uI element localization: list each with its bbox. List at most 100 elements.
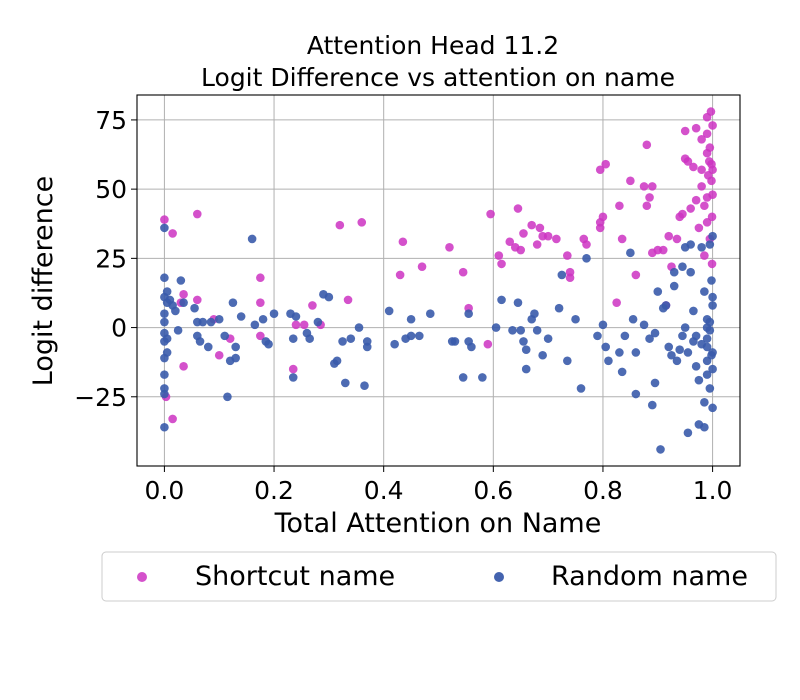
- point-random-name: [678, 262, 687, 271]
- y-axis-label: Logit difference: [28, 176, 59, 386]
- point-random-name: [160, 389, 169, 399]
- point-random-name: [162, 348, 172, 357]
- point-shortcut-name: [513, 204, 523, 213]
- point-random-name: [694, 375, 704, 385]
- x-axis-label: Total Attention on Name: [274, 508, 602, 539]
- point-random-name: [516, 326, 526, 335]
- point-random-name: [697, 242, 706, 252]
- point-random-name: [179, 298, 188, 307]
- point-random-name: [628, 314, 638, 324]
- point-shortcut-name: [565, 267, 575, 277]
- point-random-name: [360, 381, 369, 391]
- legend-marker-random: [494, 572, 504, 582]
- point-random-name: [700, 422, 709, 432]
- point-random-name: [228, 298, 238, 307]
- point-random-name: [705, 326, 715, 335]
- point-random-name: [631, 348, 641, 357]
- point-random-name: [264, 339, 273, 349]
- point-shortcut-name: [168, 229, 177, 238]
- point-shortcut-name: [395, 270, 405, 280]
- point-random-name: [702, 370, 712, 379]
- grid-lines: [137, 95, 740, 466]
- point-random-name: [450, 337, 460, 346]
- plot-frame: [136, 94, 741, 467]
- point-shortcut-name: [256, 298, 265, 307]
- point-shortcut-name: [700, 251, 709, 260]
- point-random-name: [198, 317, 208, 327]
- point-random-name: [678, 331, 687, 341]
- point-random-name: [650, 378, 660, 388]
- point-shortcut-name: [357, 218, 367, 227]
- point-shortcut-name: [689, 162, 698, 172]
- point-random-name: [705, 384, 715, 393]
- point-random-name: [700, 398, 709, 407]
- point-random-name: [683, 348, 693, 357]
- legend: Shortcut name Random name: [101, 551, 777, 602]
- point-random-name: [656, 445, 665, 454]
- point-shortcut-name: [308, 301, 317, 310]
- point-random-name: [467, 342, 476, 352]
- point-random-name: [661, 301, 671, 310]
- point-random-name: [675, 345, 684, 355]
- y-tick-label: −25: [74, 383, 127, 412]
- point-random-name: [645, 334, 654, 343]
- point-shortcut-name: [642, 140, 652, 150]
- legend-marker-shortcut: [137, 572, 147, 582]
- point-shortcut-name: [707, 259, 717, 269]
- point-random-name: [305, 334, 314, 343]
- point-shortcut-name: [707, 176, 716, 186]
- point-random-name: [384, 306, 394, 316]
- point-random-name: [686, 267, 695, 277]
- point-shortcut-name: [601, 159, 610, 169]
- point-random-name: [672, 356, 682, 366]
- point-random-name: [708, 231, 717, 241]
- point-random-name: [206, 317, 216, 327]
- point-shortcut-name: [532, 240, 542, 249]
- point-random-name: [220, 331, 230, 341]
- point-shortcut-name: [617, 234, 627, 244]
- y-tick-label: 75: [95, 106, 127, 135]
- point-random-name: [258, 314, 268, 324]
- point-shortcut-name: [168, 414, 177, 424]
- point-shortcut-name: [519, 229, 528, 238]
- point-random-name: [491, 323, 501, 332]
- point-random-name: [571, 314, 580, 324]
- point-shortcut-name: [708, 190, 717, 199]
- point-shortcut-name: [702, 218, 712, 227]
- point-random-name: [582, 254, 591, 263]
- point-shortcut-name: [645, 193, 654, 202]
- point-random-name: [354, 323, 364, 332]
- point-random-name: [173, 326, 183, 335]
- point-shortcut-name: [527, 220, 536, 230]
- point-random-name: [160, 370, 169, 379]
- point-random-name: [669, 281, 679, 291]
- point-random-name: [702, 342, 712, 352]
- legend-frame: [101, 551, 777, 602]
- point-shortcut-name: [615, 201, 624, 211]
- point-random-name: [176, 276, 186, 285]
- point-random-name: [160, 422, 169, 432]
- point-shortcut-name: [291, 320, 301, 330]
- point-shortcut-name: [697, 182, 706, 191]
- point-shortcut-name: [702, 129, 712, 139]
- point-shortcut-name: [256, 273, 265, 283]
- point-shortcut-name: [288, 364, 298, 374]
- point-random-name: [521, 364, 531, 374]
- point-shortcut-name: [697, 165, 706, 175]
- point-random-name: [160, 317, 169, 327]
- point-random-name: [631, 389, 641, 399]
- point-random-name: [554, 303, 564, 313]
- point-random-name: [171, 306, 180, 316]
- point-shortcut-name: [417, 262, 427, 271]
- point-random-name: [708, 403, 717, 413]
- point-random-name: [508, 326, 517, 335]
- point-random-name: [707, 276, 716, 285]
- point-shortcut-name: [160, 215, 169, 224]
- point-random-name: [497, 295, 506, 305]
- point-shortcut-name: [639, 182, 649, 191]
- point-random-name: [650, 328, 660, 338]
- point-random-name: [647, 400, 657, 410]
- point-random-name: [563, 356, 572, 366]
- point-shortcut-name: [612, 298, 621, 307]
